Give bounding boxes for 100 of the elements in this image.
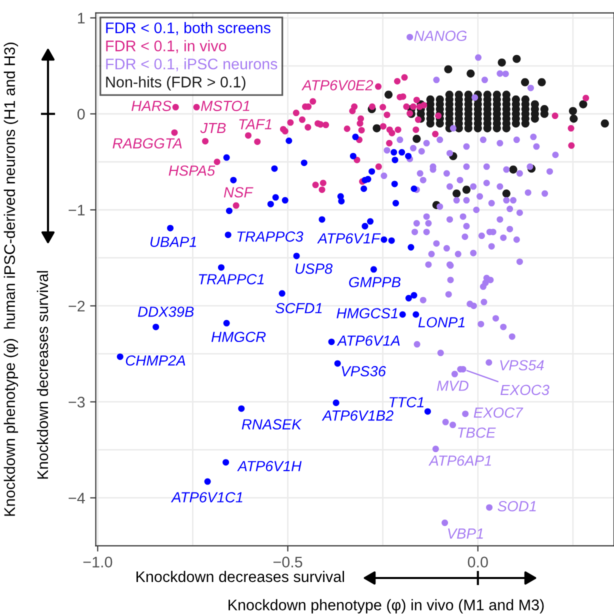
point — [272, 194, 279, 201]
point — [410, 292, 418, 299]
point — [380, 123, 386, 130]
point — [171, 129, 178, 136]
point — [172, 104, 179, 110]
point — [292, 110, 300, 116]
y-tick-label: 1 — [78, 12, 85, 24]
annotation: ATP6V1A — [336, 335, 400, 346]
annotation: CHMP2A — [126, 355, 186, 366]
point — [356, 120, 364, 127]
point — [370, 266, 377, 273]
point — [352, 134, 359, 140]
point — [271, 165, 278, 172]
annotation: USP8 — [296, 264, 333, 274]
text: FDR < 0.1, both screens — [106, 22, 270, 36]
point — [349, 108, 356, 114]
point — [413, 96, 420, 104]
annotation: TBCE — [458, 427, 496, 438]
point — [322, 122, 330, 128]
point — [298, 116, 306, 123]
point — [552, 112, 558, 120]
point — [223, 320, 230, 326]
point — [380, 104, 386, 110]
point — [386, 140, 393, 146]
x-tick-label: 0.0 — [468, 556, 488, 568]
point — [403, 103, 410, 110]
point — [218, 264, 225, 271]
point — [328, 338, 335, 346]
y-tick-label: −1 — [68, 204, 85, 216]
text: Non-hits (FDR > 0.1) — [106, 76, 246, 90]
point — [388, 237, 395, 244]
x-axis-title: Knockdown phenotype (φ) in vivo (M1 and M3) — [228, 599, 544, 614]
point — [388, 130, 396, 136]
text: FDR < 0.1, iPSC neurons — [106, 58, 278, 72]
point — [267, 200, 274, 208]
point — [392, 156, 398, 164]
annotation: VBP1 — [448, 528, 483, 539]
point — [435, 112, 442, 120]
x-tick-label: −1.0 — [83, 556, 112, 568]
point — [582, 94, 590, 102]
point — [152, 324, 160, 330]
point — [401, 74, 408, 81]
point — [375, 163, 382, 170]
point — [193, 104, 200, 110]
annotation: NANOG — [414, 30, 467, 41]
annotation: RNASEK — [242, 419, 302, 430]
point — [375, 83, 382, 90]
point — [338, 198, 345, 204]
annotation: ATP6AP1 — [428, 455, 491, 466]
annotation: GMPPB — [349, 276, 401, 288]
annotation: LONP1 — [418, 317, 465, 328]
point — [167, 224, 174, 232]
point — [568, 142, 575, 149]
point — [238, 405, 245, 412]
point — [394, 78, 401, 84]
point — [287, 119, 294, 126]
point — [293, 252, 300, 260]
point — [405, 294, 412, 302]
point — [204, 478, 211, 485]
point — [282, 197, 288, 204]
annotation: SCFD1 — [275, 302, 322, 314]
point — [414, 116, 422, 123]
annotation: MVD — [436, 380, 468, 391]
annotation: ATP6V1B2 — [322, 410, 394, 421]
annotation: RABGGTA — [112, 138, 182, 149]
point — [358, 126, 365, 134]
annotation: EXOC7 — [474, 407, 524, 418]
annotation: ATP6V1C1 — [170, 492, 242, 502]
point — [310, 98, 316, 105]
point — [367, 218, 374, 225]
point — [304, 124, 312, 131]
point — [410, 185, 418, 192]
annotation: TTC1 — [390, 397, 424, 408]
point — [408, 244, 414, 251]
point — [362, 222, 368, 230]
y-tick-label: −3 — [68, 396, 85, 408]
annotation: ATP6V1F — [317, 233, 381, 244]
annotation: HMGCR — [211, 332, 266, 342]
point — [398, 149, 406, 156]
y-tick-label: −2 — [68, 300, 85, 312]
point — [318, 216, 326, 223]
point — [391, 180, 398, 188]
point — [399, 311, 406, 318]
point — [224, 232, 232, 238]
text: FDR < 0.1, in vivo — [106, 40, 226, 54]
annotation: UBAP1 — [150, 236, 196, 248]
y-tick-label: −4 — [68, 492, 85, 504]
point — [412, 311, 420, 318]
annotation: HSPA5 — [168, 165, 216, 176]
point — [362, 176, 368, 184]
point — [568, 125, 574, 132]
point — [384, 112, 390, 118]
annotation: NSF — [224, 187, 254, 198]
annotation: DDX39B — [138, 306, 194, 317]
point — [223, 154, 230, 161]
annotation: VPS54 — [500, 360, 544, 370]
point — [380, 236, 388, 243]
point — [286, 138, 292, 144]
point — [300, 160, 308, 166]
point — [420, 102, 428, 108]
